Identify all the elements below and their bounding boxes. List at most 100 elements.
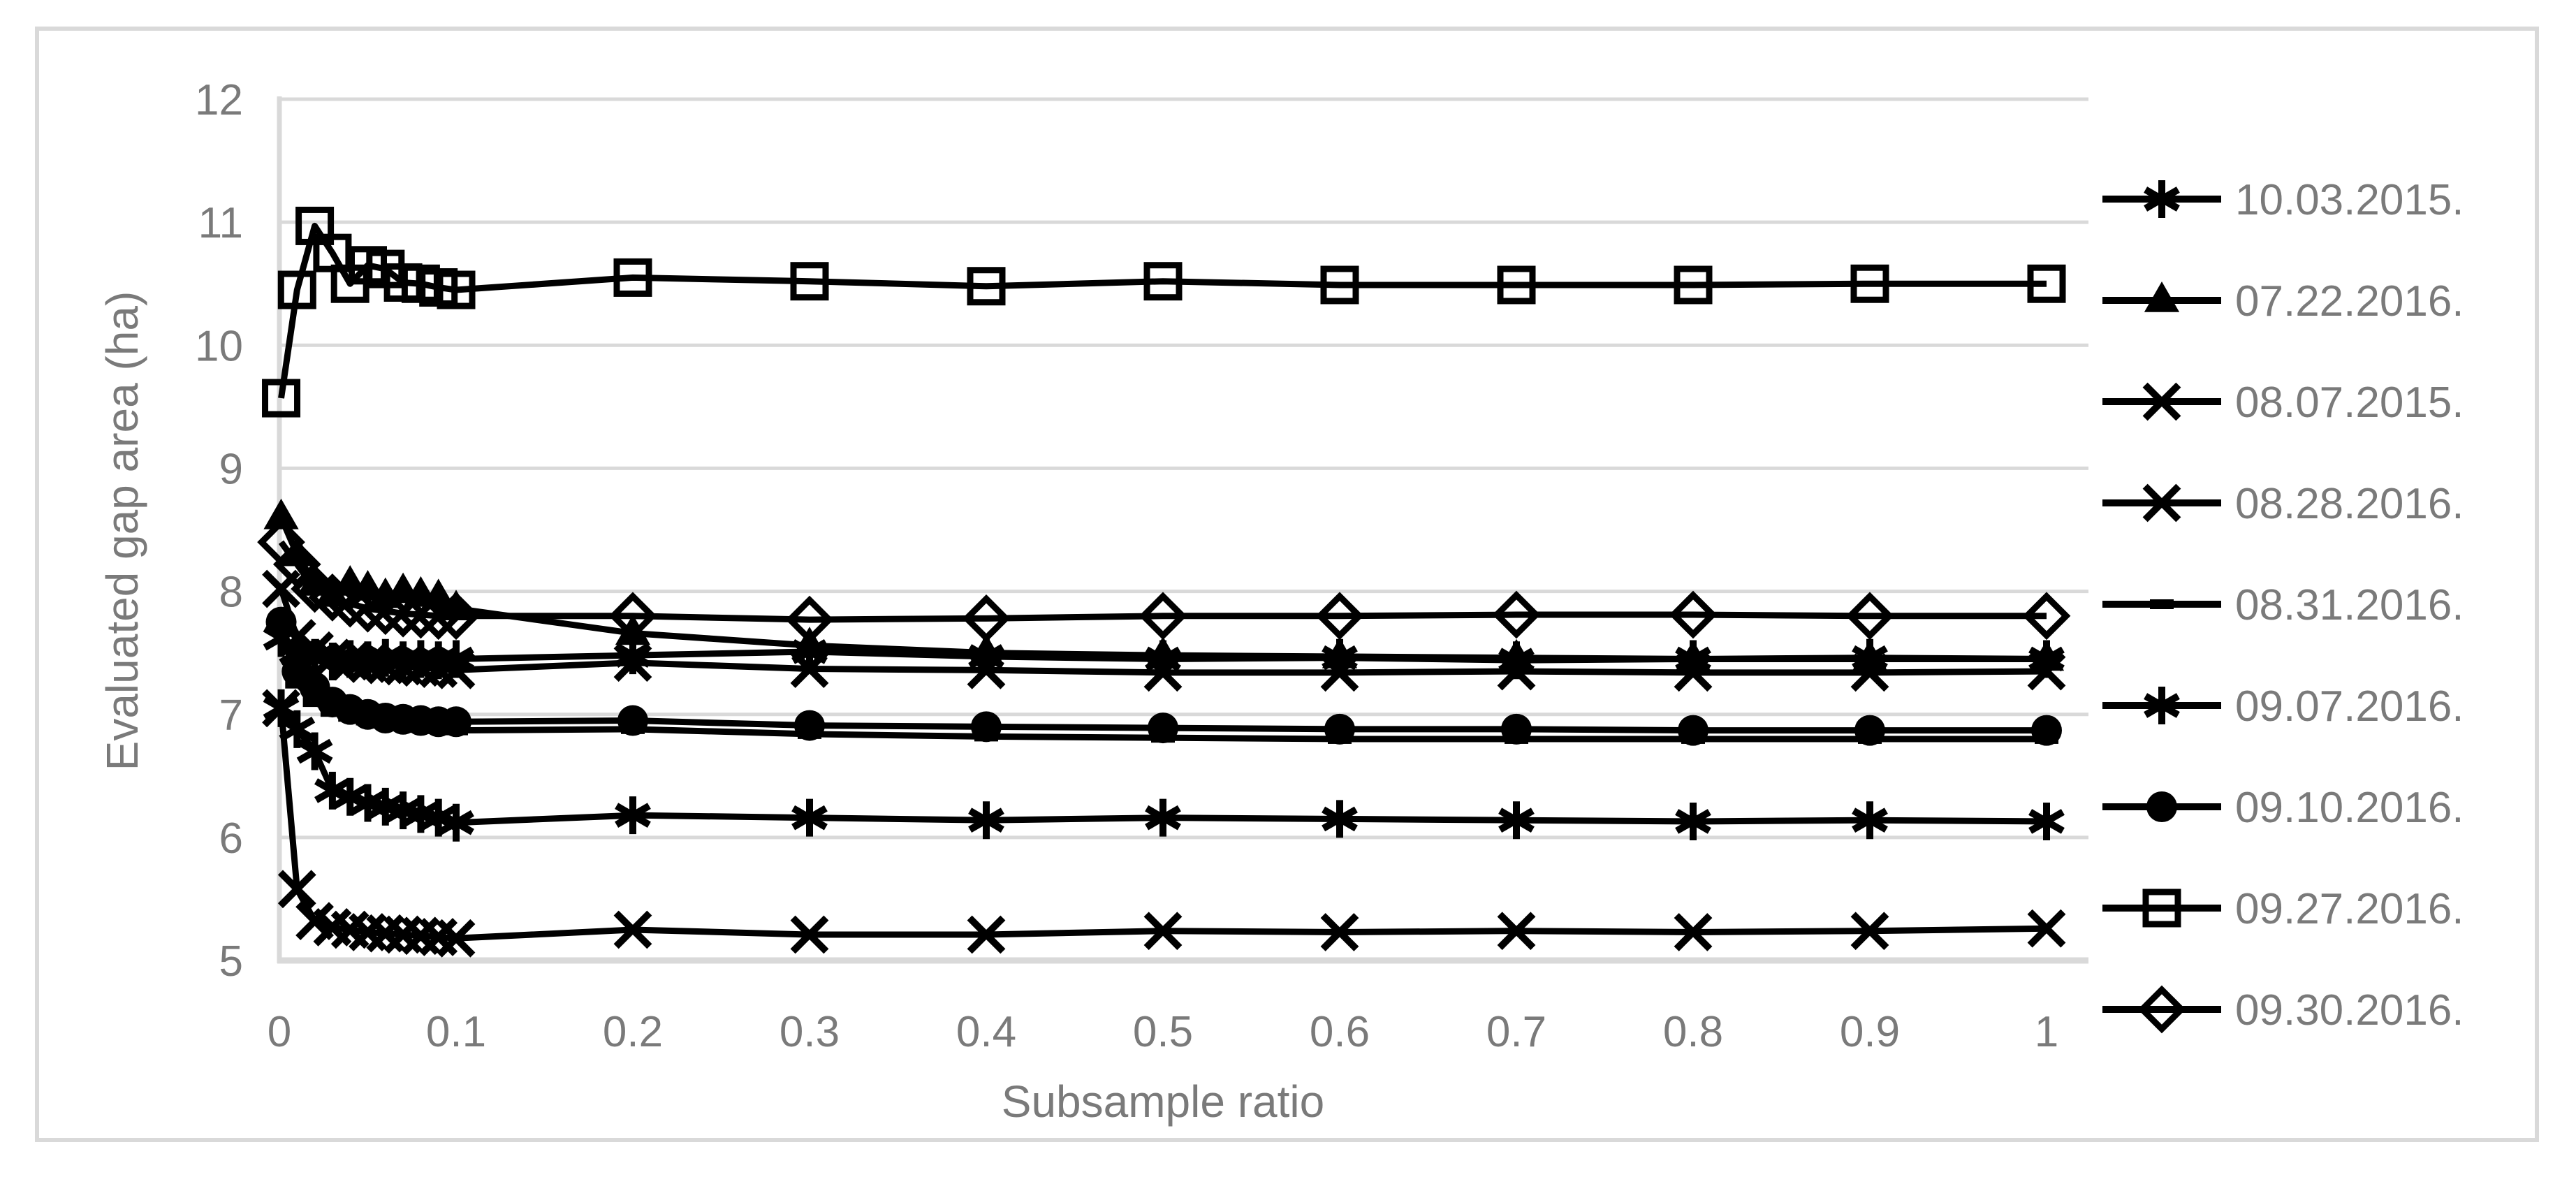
x-tick-label: 0.9	[1840, 1008, 1900, 1056]
y-tick-label: 5	[219, 937, 243, 986]
circle-filled-marker	[441, 706, 471, 738]
square-open-marker	[2142, 889, 2181, 928]
diamond-open-marker	[397, 590, 445, 639]
x-tick-label: 0.3	[780, 1008, 840, 1056]
circle-filled-marker	[617, 705, 648, 736]
star6-marker	[279, 710, 316, 748]
legend-label: 09.07.2016.	[2235, 682, 2464, 731]
circle-filled-marker	[1324, 713, 1355, 745]
circle-filled-marker	[794, 710, 825, 741]
star6-marker	[296, 732, 333, 770]
triangle-filled-marker	[438, 590, 474, 620]
x-marker	[1497, 912, 1536, 951]
x-tick-label: 1	[2035, 1008, 2058, 1056]
series-line-09-27-2016-	[278, 222, 2047, 399]
circle-filled-marker	[2031, 715, 2062, 746]
x-axis-title: Subsample ratio	[1001, 1076, 1325, 1127]
diamond-open-marker	[1139, 592, 1187, 641]
x-marker	[2142, 483, 2181, 522]
diamond-open-marker	[344, 584, 392, 633]
diamond-open-marker	[785, 595, 834, 644]
x-tick-label: 0.4	[956, 1008, 1016, 1056]
circle-filled-marker	[1148, 712, 1178, 744]
circle-filled-marker	[1854, 715, 1885, 746]
x-marker	[967, 650, 1006, 689]
x-tick-label: 0.6	[1310, 1008, 1370, 1056]
diamond-open-marker	[2022, 592, 2071, 641]
dash-marker	[2150, 599, 2174, 609]
x-marker	[790, 915, 829, 954]
triangle-filled-marker	[2144, 282, 2180, 312]
legend-label: 08.07.2015.	[2235, 379, 2464, 427]
square-open-marker	[2027, 264, 2066, 303]
star6-marker	[1852, 801, 1888, 840]
square-open-marker	[1143, 262, 1183, 301]
x-marker	[437, 919, 476, 958]
square-open-marker	[1497, 265, 1536, 305]
x-marker	[1850, 653, 1889, 692]
diamond-open-marker	[379, 589, 427, 638]
x-marker	[2027, 652, 2066, 691]
square-open-marker	[1850, 264, 1889, 303]
square-open-marker	[437, 270, 476, 309]
star6-marker	[2144, 687, 2180, 724]
square-open-marker	[262, 379, 301, 418]
x-marker	[2027, 909, 2066, 948]
x-tick-label: 0.7	[1486, 1008, 1546, 1056]
legend-label: 09.30.2016.	[2235, 986, 2464, 1035]
circle-filled-marker	[1678, 715, 1708, 746]
star6-marker	[2144, 180, 2180, 218]
triangle-filled-marker	[263, 498, 299, 529]
legend-label: 10.03.2015.	[2235, 176, 2464, 224]
diamond-open-marker	[1492, 590, 1541, 639]
circle-filled-marker	[2146, 791, 2177, 822]
star6-marker	[2028, 802, 2065, 840]
diamond-open-marker	[414, 592, 463, 641]
x-marker	[1320, 653, 1359, 692]
square-open-marker	[790, 262, 829, 301]
x-marker	[1143, 653, 1183, 692]
x-marker	[1320, 913, 1359, 951]
diamond-open-marker	[1315, 592, 1364, 641]
triangle-filled-marker	[615, 614, 651, 645]
diamond-open-marker	[361, 587, 410, 636]
x-tick-label: 0.5	[1133, 1008, 1193, 1056]
y-tick-label: 9	[219, 445, 243, 493]
x-tick-label: 0	[268, 1008, 291, 1056]
series-line-09-30-2016-	[278, 540, 2047, 623]
y-tick-label: 11	[198, 199, 243, 247]
x-marker	[1674, 653, 1713, 692]
star6-marker	[1322, 800, 1358, 838]
x-marker	[437, 650, 476, 689]
y-tick-label: 12	[195, 76, 243, 124]
star6-marker	[1498, 801, 1535, 840]
diamond-open-marker	[962, 594, 1011, 643]
legend-label: 09.27.2016.	[2235, 885, 2464, 933]
square-open-marker	[1320, 265, 1359, 305]
x-marker	[967, 915, 1006, 954]
y-tick-label: 7	[219, 692, 243, 740]
x-marker	[1674, 913, 1713, 951]
figure-border	[35, 27, 2539, 1142]
legend-item: 09.07.2016.	[2102, 682, 2464, 731]
star6-marker	[1675, 802, 1711, 840]
y-tick-label: 6	[219, 814, 243, 863]
square-open-marker	[1674, 265, 1713, 305]
square-open-marker	[277, 270, 316, 309]
x-tick-label: 0.1	[426, 1008, 486, 1056]
legend-label: 08.31.2016.	[2235, 581, 2464, 629]
x-tick-label: 0.8	[1663, 1008, 1723, 1056]
circle-filled-marker	[1501, 713, 1532, 745]
star6-marker	[791, 798, 828, 837]
legend-item: 09.30.2016.	[2102, 986, 2464, 1035]
x-tick-label: 0.2	[603, 1008, 663, 1056]
circle-filled-marker	[265, 606, 297, 638]
y-axis-title: Evaluated gap area (ha)	[97, 291, 147, 771]
x-marker	[613, 643, 652, 682]
legend-item: 08.07.2015.	[2102, 379, 2464, 427]
star6-marker	[615, 796, 651, 835]
circle-filled-marker	[971, 711, 1002, 743]
diamond-open-marker	[1845, 592, 1894, 641]
square-open-marker	[967, 267, 1006, 306]
